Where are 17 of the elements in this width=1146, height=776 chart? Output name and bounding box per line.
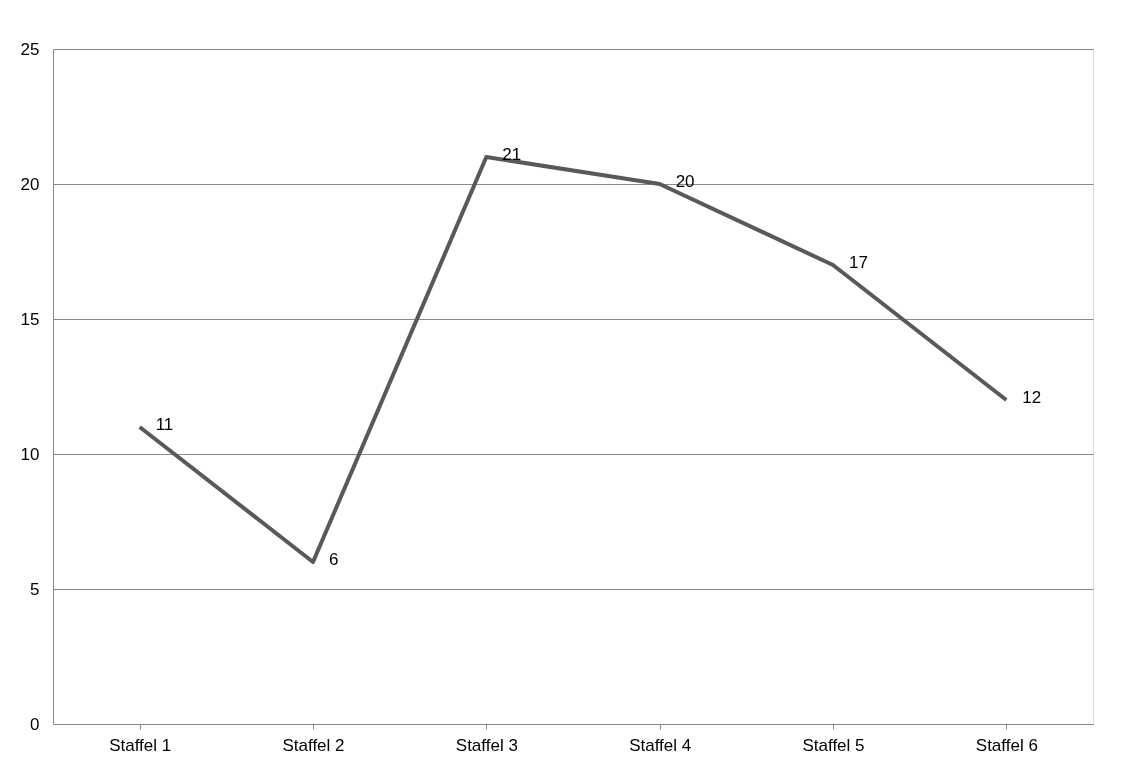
- x-tick-label: Staffel 5: [802, 735, 865, 755]
- y-tick-label: 15: [20, 309, 40, 329]
- y-tick-label: 10: [20, 444, 40, 464]
- x-tick-label: Staffel 1: [109, 735, 172, 755]
- y-tick-label: 20: [20, 174, 40, 194]
- y-tick-label: 5: [30, 579, 40, 599]
- data-label: 20: [675, 172, 695, 191]
- y-tick-label: 25: [20, 39, 40, 59]
- data-label: 12: [1022, 388, 1042, 407]
- x-tick-label: Staffel 4: [629, 735, 692, 755]
- x-tick-label: Staffel 2: [282, 735, 345, 755]
- data-label: 6: [329, 550, 339, 569]
- x-tick-label: Staffel 3: [455, 735, 518, 755]
- data-label: 17: [849, 253, 868, 272]
- data-label: 11: [155, 415, 174, 434]
- y-tick-label: 0: [30, 714, 40, 734]
- x-tick-label: Staffel 6: [975, 735, 1038, 755]
